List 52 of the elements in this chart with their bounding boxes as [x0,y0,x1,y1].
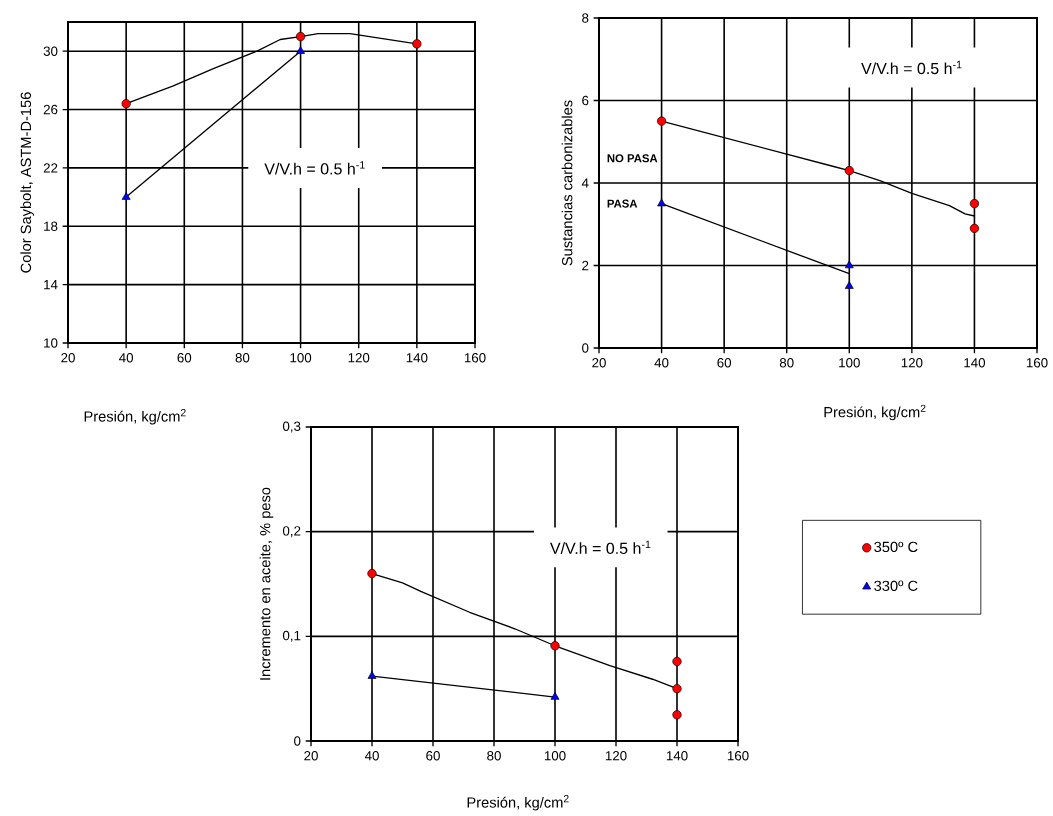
x-tick-label: 80 [487,751,501,761]
x-tick-label: 160 [1026,358,1048,368]
y-tick-label: 22 [43,163,58,173]
annotation: V/V.h = 0.5 h$^{-1}$ [550,540,651,555]
x-tick-label: 20 [592,358,606,368]
x-tick-label: 140 [666,751,688,761]
y-tick-label: 0 [294,736,301,746]
x-tick-label: 100 [839,358,860,368]
y-tick-label: 6 [582,95,589,106]
annotation: PASA [607,199,638,208]
x-axis-title: Presión, kg/cm$^{2}$ [84,409,186,425]
x-tick-label: 120 [348,353,370,363]
y-tick-label: 0,2 [282,526,301,538]
x-tick-label: 120 [901,358,923,368]
y-tick-label: 10 [44,338,58,348]
y-tick-label: 4 [581,178,589,188]
x-tick-label: 40 [119,353,134,363]
x-tick-label: 60 [177,353,192,363]
x-axis-title: Presión, kg/cm$^{2}$ [824,404,926,421]
x-tick-label: 120 [605,751,627,761]
y-tick-label: 30 [43,46,58,56]
y-tick-label: 0,1 [282,630,301,642]
y-tick-label: 8 [582,13,589,23]
legend-label: 330º C [874,580,918,591]
x-tick-label: 20 [61,353,75,363]
x-axis-title: Presión, kg/cm$^{2}$ [467,795,569,811]
x-tick-label: 100 [544,751,566,761]
y-axis-title: Color Saybolt, ASTM-D-156 [20,92,34,273]
x-tick-label: 40 [364,751,379,761]
annotation: V/V.h = 0.5 h$^{-1}$ [264,161,365,175]
y-axis-title: Incremento en aceite, % peso [259,487,274,680]
y-tick-label: 14 [44,280,58,290]
annotation: NO PASA [607,154,658,163]
y-tick-label: 26 [43,104,58,115]
x-tick-label: 140 [406,353,428,363]
y-axis-title: Sustancias carbonizables [561,100,573,266]
legend-label: 350º C [874,541,918,553]
x-tick-label: 60 [426,751,440,761]
y-tick-label: 0 [582,343,589,353]
x-tick-label: 80 [779,358,794,368]
x-tick-label: 160 [727,751,749,761]
x-tick-label: 160 [464,353,486,363]
x-tick-label: 100 [290,353,312,363]
x-tick-label: 20 [304,751,318,761]
x-tick-label: 40 [654,358,669,368]
y-tick-label: 0,3 [282,421,301,433]
x-tick-label: 140 [964,358,986,368]
y-tick-label: 18 [44,221,58,231]
annotation: V/V.h = 0.5 h$^{-1}$ [861,60,962,75]
x-tick-label: 60 [717,358,732,368]
x-tick-label: 80 [235,353,250,363]
y-tick-label: 2 [582,260,589,271]
